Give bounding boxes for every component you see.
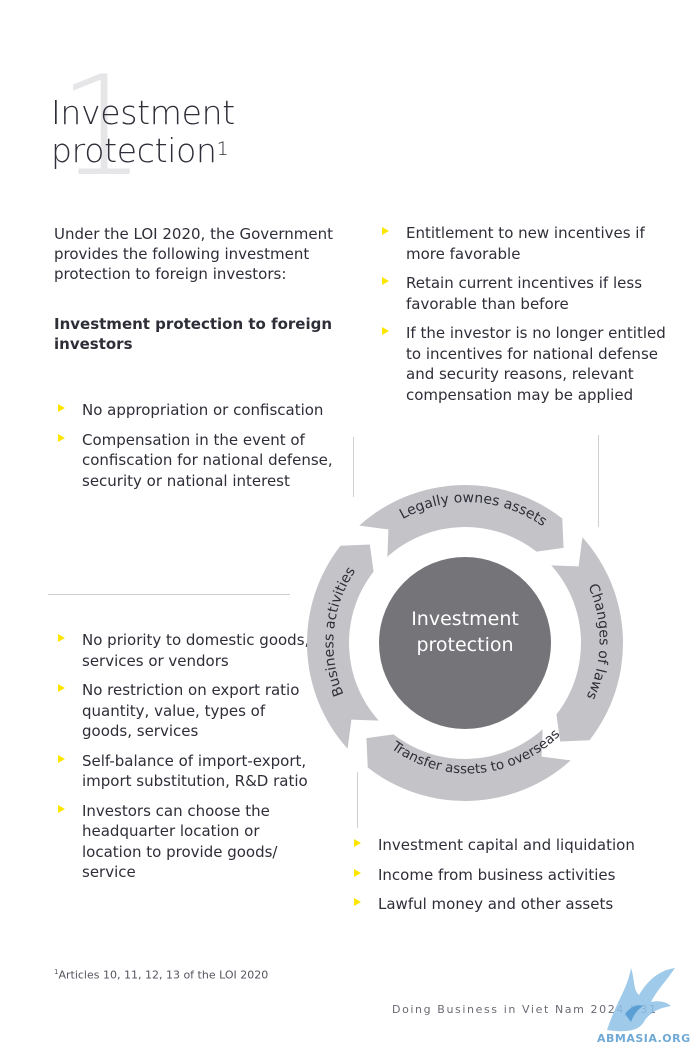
bullet-arrow-icon [382, 277, 389, 285]
center-circle [379, 557, 551, 729]
title-line2: protection [51, 131, 217, 170]
ring-segment-top [359, 485, 564, 557]
bullet-arrow-icon [382, 227, 389, 235]
title-footnote-mark: 1 [216, 138, 229, 160]
list-item: Investment capital and liquidation [350, 835, 670, 856]
bullet-arrow-icon [58, 634, 65, 642]
left-top-list: No appropriation or confiscation Compens… [54, 400, 344, 500]
watermark-text: ABMASIA.ORG [597, 1032, 691, 1045]
bullet-arrow-icon [58, 804, 65, 813]
section-number: 1 [58, 46, 146, 207]
eagle-watermark-icon [607, 968, 675, 1032]
bullet-arrow-icon [354, 898, 361, 906]
left-bottom-list: No priority to domestic goods, services … [54, 630, 314, 892]
connector-line-bottom [357, 772, 358, 828]
list-item: Compensation in the event of confiscatio… [54, 430, 344, 492]
list-item: If the investor is no longer entitled to… [378, 323, 678, 405]
bullet-arrow-icon [58, 684, 65, 692]
ring-segment-left [307, 544, 379, 749]
list-item: Income from business activities [350, 865, 670, 886]
footnote: 1Articles 10, 11, 12, 13 of the LOI 2020 [54, 968, 269, 982]
bullet-arrow-icon [58, 404, 65, 412]
connector-line-top-left [353, 437, 354, 497]
connector-line-left [48, 594, 290, 595]
list-item: Retain current incentives if less favora… [378, 273, 678, 314]
intro-paragraph: Under the LOI 2020, the Government provi… [54, 225, 334, 283]
right-bottom-list: Investment capital and liquidation Incom… [350, 835, 670, 924]
title-line1: Investment [51, 93, 235, 132]
bullet-arrow-icon [382, 327, 389, 335]
bullet-arrow-icon [58, 433, 65, 442]
list-item: No appropriation or confiscation [54, 400, 344, 421]
subheading: Investment protection to foreign investo… [54, 315, 333, 353]
list-item: No restriction on export ratio quantity,… [54, 680, 314, 742]
list-item: Self-balance of import-export, import su… [54, 751, 314, 792]
bullet-arrow-icon [58, 754, 65, 763]
list-item: Lawful money and other assets [350, 894, 670, 915]
page-footer: Doing Business in Viet Nam 2024 | 31 [392, 1003, 658, 1016]
bullet-arrow-icon [354, 868, 361, 877]
bullet-arrow-icon [354, 839, 361, 847]
list-item: Investors can choose the headquarter loc… [54, 801, 314, 883]
list-item: Entitlement to new incentives if more fa… [378, 223, 678, 264]
connector-line-top-right [598, 435, 599, 527]
list-item: No priority to domestic goods, services … [54, 630, 314, 671]
right-top-list: Entitlement to new incentives if more fa… [378, 223, 678, 414]
ring-segment-bottom [366, 729, 571, 801]
page-title: Investment protection1 [51, 94, 235, 170]
center-label-line1: Investment [411, 608, 519, 630]
cycle-diagram: Investment protection Legally ownes asse… [307, 485, 623, 801]
ring-segment-right [551, 537, 623, 742]
center-label-line2: protection [416, 634, 513, 656]
